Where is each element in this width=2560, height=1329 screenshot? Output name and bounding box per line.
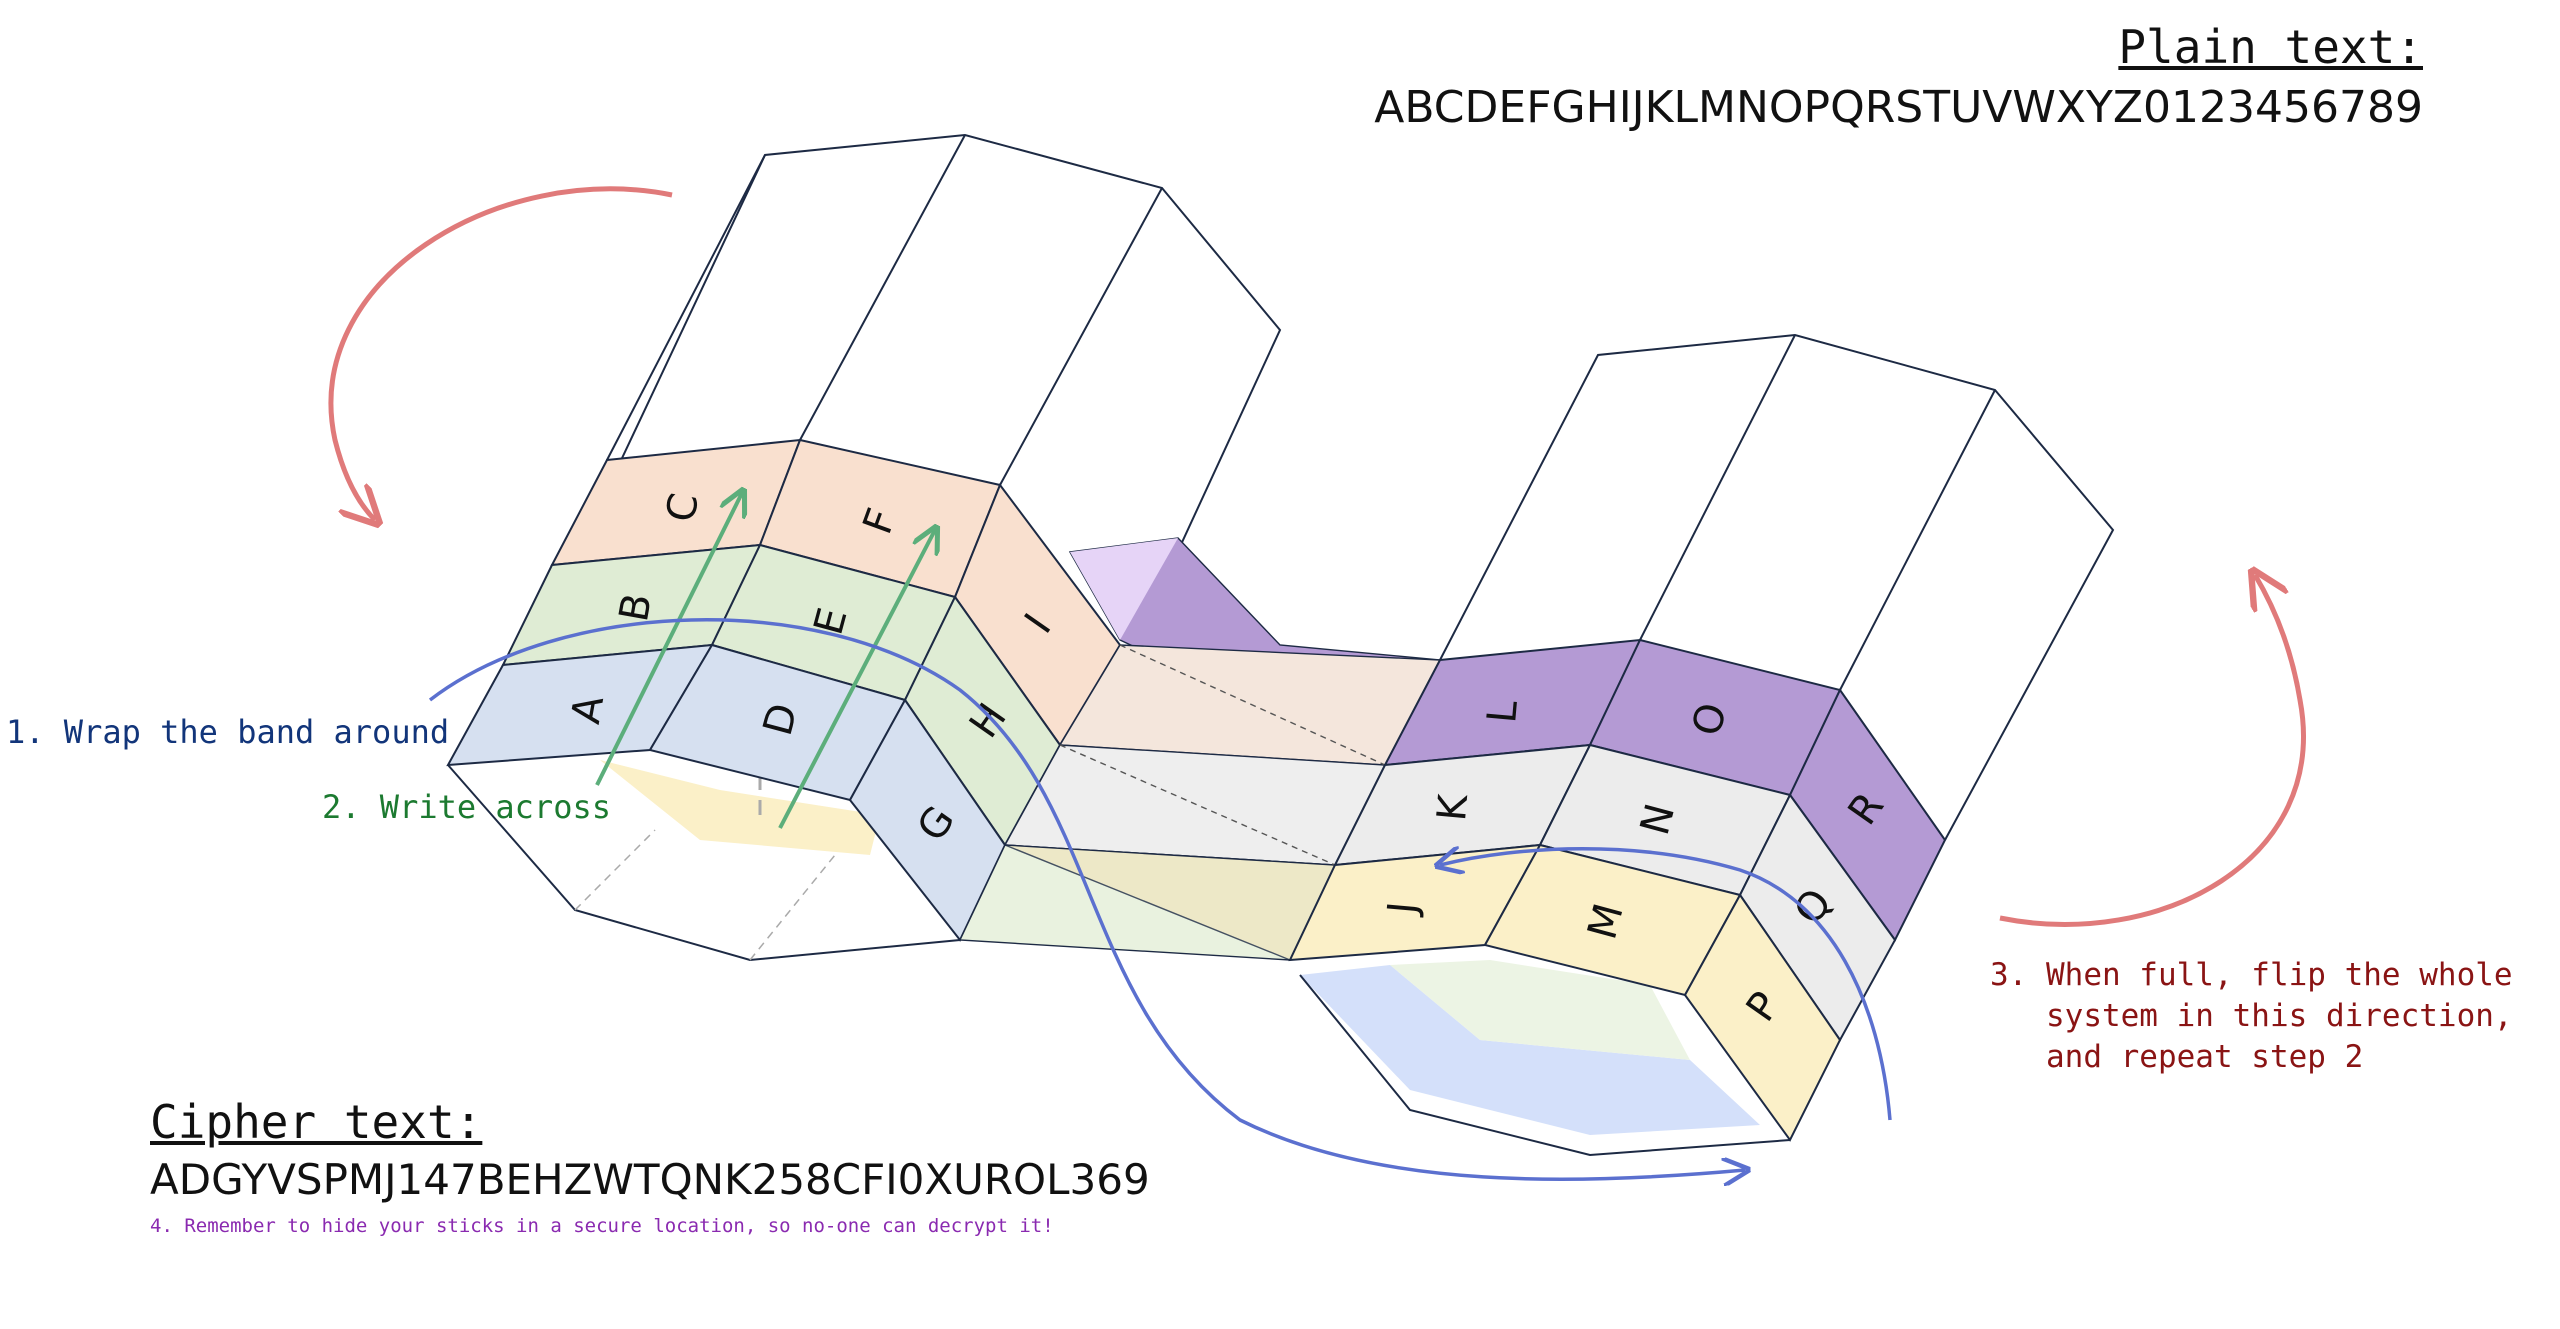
left-hidden-band [600, 760, 880, 855]
cipher-text-value: ADGYVSPMJ147BEHZWTQNK258CFI0XUROL369 [150, 1155, 1150, 1204]
left-stick [447, 133, 1282, 962]
step-3-line-2: system in this direction, [1990, 998, 2513, 1034]
step-3-line-1: 3. When full, flip the whole [1990, 957, 2513, 993]
right-hidden-band-green [1390, 960, 1690, 1060]
right-stick [1299, 333, 2115, 1157]
strip-orange [1058, 644, 1442, 766]
step-3-line-3: and repeat step 2 [1990, 1039, 2364, 1075]
write-arrows [595, 493, 935, 829]
step-3-label: 3. When full, flip the whole system in t… [1990, 955, 2513, 1078]
step-2-label: 2. Write across [322, 788, 611, 826]
cell-p [1683, 893, 1842, 1142]
left-band [446, 438, 1122, 942]
right-hidden-band-blue [1300, 965, 1760, 1135]
write-arrow-2 [778, 530, 935, 829]
cipher-text-title: Cipher text: [150, 1095, 483, 1149]
flip-arrows [328, 186, 2306, 927]
plain-text-title: Plain text: [2118, 20, 2423, 74]
flip-arrow-left [328, 186, 673, 520]
letter-l: L [1479, 698, 1527, 725]
write-arrow-1 [595, 493, 742, 786]
wrap-arrow-right [1440, 849, 1892, 1121]
letter-k: K [1429, 791, 1477, 823]
connecting-band [958, 537, 1442, 961]
strip-purple-light [1070, 538, 1178, 640]
plain-text-value: ABCDEFGHIJKLMNOPQRSTUVWXYZ0123456789 [1374, 82, 2423, 133]
strip-gray [1003, 744, 1387, 866]
step-1-label: 1. Wrap the band around [6, 713, 450, 751]
wrap-arrow-main [428, 618, 1745, 1179]
flip-arrow-right [1999, 575, 2306, 927]
wrap-arrows [428, 618, 1892, 1179]
right-band [1288, 638, 1947, 1142]
step-4-note: 4. Remember to hide your sticks in a sec… [150, 1215, 1054, 1237]
